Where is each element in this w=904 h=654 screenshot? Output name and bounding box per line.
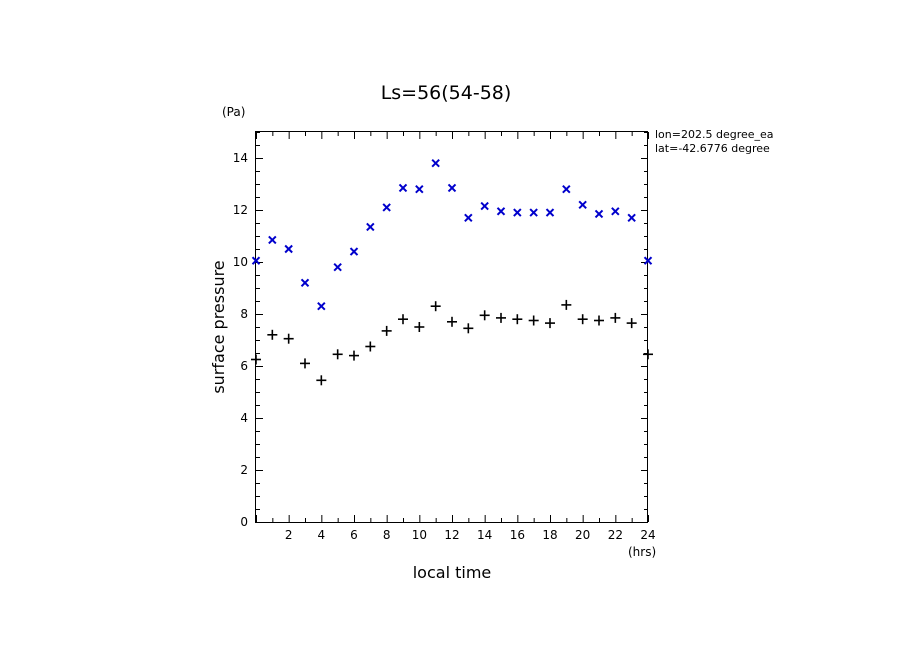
plus-marker-point: [332, 349, 343, 360]
x-marker-point: [349, 247, 359, 256]
plus-marker-point: [300, 358, 310, 369]
x-axis-label: local time: [413, 563, 492, 582]
plus-marker-point: [479, 310, 490, 321]
chart-title: Ls=56(54-58): [381, 82, 512, 104]
x-tick-label: 16: [510, 528, 525, 542]
x-marker-point: [480, 201, 489, 211]
y-tick-label: 0: [240, 515, 248, 529]
x-marker-point: [415, 184, 424, 194]
plus-marker-point: [594, 315, 604, 326]
x-marker-point: [578, 200, 587, 210]
y-tick-label: 14: [233, 151, 248, 165]
x-tick-label: 22: [608, 528, 623, 542]
y-axis-label: surface pressure: [209, 260, 228, 393]
plus-marker-point: [545, 318, 555, 329]
x-tick-label: 20: [575, 528, 590, 542]
plus-marker-point: [365, 341, 376, 352]
y-tick-label: 10: [233, 255, 248, 269]
x-marker-point: [431, 158, 440, 168]
y-tick-label: 8: [240, 307, 248, 321]
x-marker-point: [268, 235, 277, 245]
x-marker-point: [333, 262, 342, 272]
plus-marker-point: [251, 354, 261, 365]
x-unit-label: (hrs): [628, 545, 656, 559]
plot-frame: [255, 131, 648, 523]
plus-marker-point: [561, 299, 572, 310]
axis-ticks: [256, 132, 649, 523]
plus-marker-point: [610, 312, 621, 323]
plus-marker-point: [316, 375, 327, 386]
y-tick-label: 12: [233, 203, 248, 217]
plus-marker-point: [398, 314, 408, 325]
x-marker-point: [545, 208, 555, 217]
plus-marker-point: [414, 322, 425, 332]
plus-marker-point: [349, 350, 359, 361]
x-marker-point: [529, 208, 538, 217]
x-marker-point: [300, 278, 310, 288]
data-markers: [251, 158, 653, 386]
x-marker-point: [251, 256, 261, 265]
plus-marker-point: [430, 301, 441, 312]
x-marker-point: [643, 256, 653, 265]
x-marker-point: [464, 213, 473, 223]
x-marker-point: [627, 213, 636, 223]
x-marker-point: [317, 301, 326, 311]
x-marker-point: [382, 203, 391, 212]
x-tick-label: 8: [383, 528, 391, 542]
plus-marker-point: [512, 314, 523, 325]
plus-marker-point: [577, 314, 588, 325]
x-tick-label: 18: [542, 528, 557, 542]
x-tick-label: 2: [285, 528, 293, 542]
plus-marker-point: [496, 312, 506, 323]
x-tick-label: 10: [412, 528, 427, 542]
x-tick-label: 14: [477, 528, 492, 542]
x-marker-point: [398, 183, 408, 193]
plus-marker-point: [463, 323, 474, 334]
plus-marker-point: [528, 315, 539, 326]
plus-marker-point: [381, 325, 392, 336]
plus-marker-point: [447, 316, 457, 327]
y-unit-label: (Pa): [222, 105, 245, 119]
plus-marker-point: [283, 333, 294, 344]
annotation-longitude: lon=202.5 degree_ea: [655, 128, 774, 141]
x-marker-point: [562, 184, 571, 194]
y-tick-label: 2: [240, 463, 248, 477]
y-tick-label: 6: [240, 359, 248, 373]
annotation-latitude: lat=-42.6776 degree: [655, 142, 770, 155]
x-marker-point: [594, 209, 604, 219]
x-marker-point: [284, 244, 293, 254]
plus-marker-point: [267, 329, 278, 340]
x-tick-label: 12: [444, 528, 459, 542]
x-tick-label: 24: [640, 528, 655, 542]
x-marker-point: [513, 208, 522, 217]
x-tick-label: 6: [350, 528, 358, 542]
x-tick-label: 4: [318, 528, 326, 542]
plus-marker-point: [626, 318, 637, 329]
x-marker-point: [611, 207, 620, 216]
x-marker-point: [366, 222, 375, 232]
x-marker-point: [496, 207, 506, 216]
x-marker-point: [447, 183, 457, 193]
y-tick-label: 4: [240, 411, 248, 425]
plus-marker-point: [643, 349, 653, 360]
